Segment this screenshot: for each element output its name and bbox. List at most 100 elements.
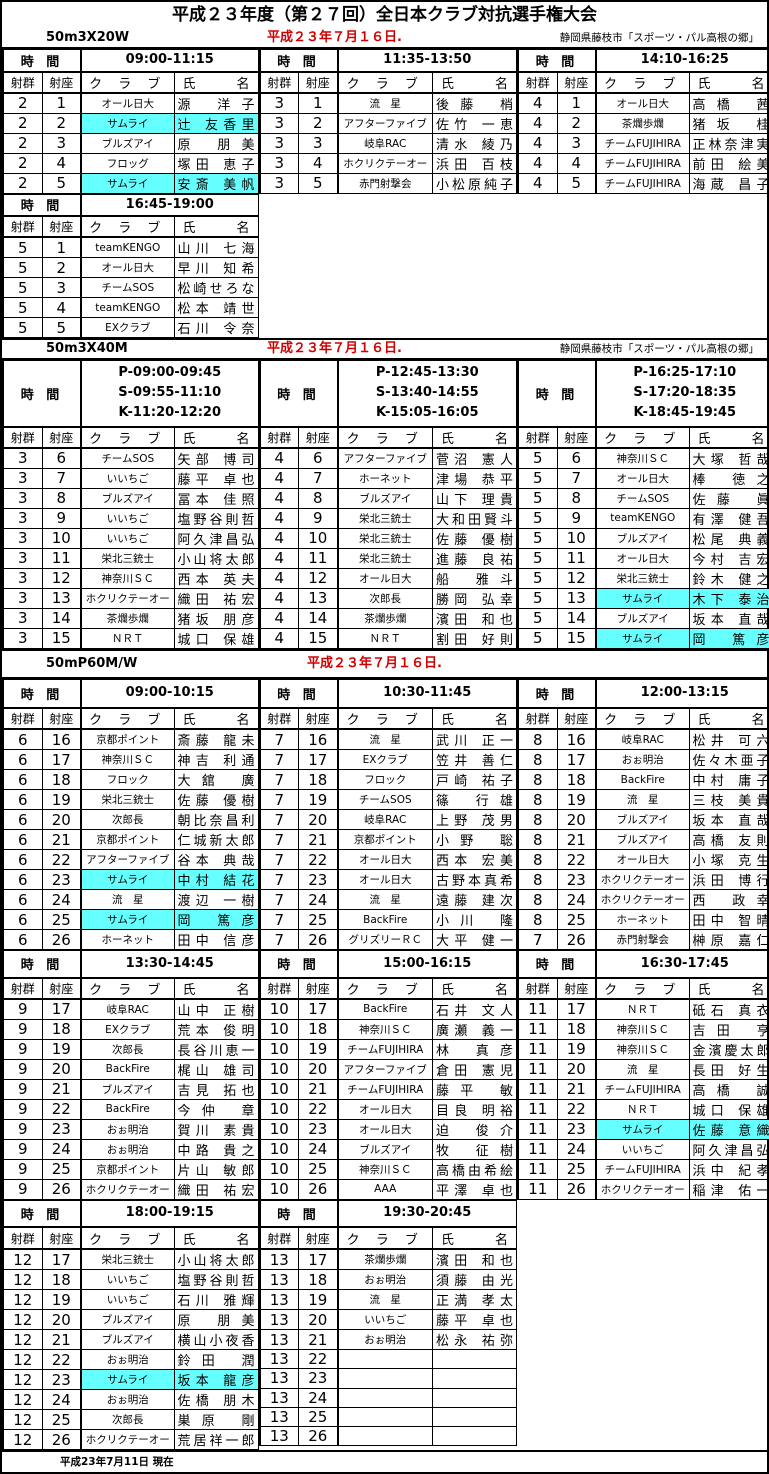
table-row: 13 23 <box>258 1368 517 1389</box>
table-row: 12 18 いいちご 塩野谷則哲 <box>2 1269 259 1290</box>
relay-number: 10 <box>258 1098 299 1120</box>
relay-group-table: 時 間 P-12:45-13:30 S-13:40-14:55 K-15:05-16:… <box>258 360 518 649</box>
club-name: 京都ポイント <box>80 829 175 850</box>
club-name <box>336 1348 433 1370</box>
shooter-name: 高橋 茜 <box>688 92 769 114</box>
relay-number: 4 <box>258 487 300 509</box>
table-row: 6 26 ホーネット 田中 信彦 <box>2 929 259 950</box>
shooter-name: 後藤 梢 <box>432 92 517 114</box>
time-label: 時 間 <box>258 950 338 979</box>
time-header-row: 時 間 16:30-17:45 <box>517 950 769 979</box>
relay-number: 8 <box>517 909 558 930</box>
relay-number: 6 <box>2 789 43 810</box>
shooter-name: 阿久津昌弘 <box>688 1138 769 1160</box>
seat-number: 3 <box>41 132 82 154</box>
relay-number: 5 <box>517 507 558 529</box>
relay-group-table: 時 間 15:00-16:15 射群 射座ク ラ ブ氏 名 10 17 BackFire 石井… <box>258 950 517 1200</box>
table-row: 11 19 神奈川ＳＣ 金濱慶太郎 <box>517 1038 769 1060</box>
relay-number: 13 <box>258 1289 299 1310</box>
seat-number: 21 <box>556 829 597 850</box>
column-header-row: 射群 射座ク ラ ブ氏 名 <box>2 71 259 94</box>
shooter-name: 進藤 良祐 <box>432 547 518 569</box>
shooter-name: 棒 徳之 <box>688 467 769 489</box>
seat-number: 26 <box>556 1178 597 1200</box>
relay-number: 13 <box>258 1426 299 1447</box>
club-name: アフターファイブ <box>336 447 434 469</box>
seat-number: 14 <box>556 607 597 629</box>
relay-number: 12 <box>2 1329 43 1350</box>
shooter-name: 石川 令奈 <box>173 317 259 338</box>
relay-number: 10 <box>258 1158 299 1180</box>
club-name: 次郎長 <box>80 809 175 830</box>
shooter-name: 上野 茂男 <box>432 809 517 830</box>
club-name: 流 星 <box>595 1058 690 1080</box>
shooter-name: 長谷川恵一 <box>173 1038 259 1060</box>
table-row: 6 23 サムライ 中村 結花 <box>2 869 259 890</box>
relay-number: 4 <box>258 567 300 589</box>
relay-number: 6 <box>2 929 43 950</box>
shooter-name: 城口 保雄 <box>688 1098 769 1120</box>
time-range: 15:00-16:15 <box>336 950 517 979</box>
seat-number: 19 <box>298 1289 338 1310</box>
seat-number: 7 <box>298 467 339 489</box>
table-row: 12 22 おぉ明治 鈴田 潤 <box>2 1349 259 1370</box>
table-row: 10 22 オール日大 目良 明裕 <box>258 1098 517 1120</box>
seat-number: 15 <box>298 627 339 649</box>
time-header-row: 時 間 P-09:00-09:45 S-09:55-11:10 K-11:20-12:… <box>2 360 259 428</box>
header-group: 射群 <box>258 977 299 1000</box>
time-label: 時 間 <box>517 678 597 709</box>
table-row: 3 4 ホクリクテーオー 浜田 百枝 <box>258 152 517 174</box>
seat-number: 17 <box>41 998 82 1020</box>
club-name: ホクリクテーオー <box>80 1178 175 1200</box>
header-club: ク ラ ブ <box>336 71 433 94</box>
relay-number: 8 <box>517 869 558 890</box>
shooter-name: 小塚 克生 <box>688 849 769 870</box>
club-name: 茶爛歩爛 <box>595 112 690 134</box>
shooter-name: 坂本 龍彦 <box>173 1369 259 1390</box>
seat-number: 22 <box>41 849 82 870</box>
club-name: 岐阜RAC <box>336 132 433 154</box>
relay-number: 3 <box>2 567 43 589</box>
relay-number: 5 <box>517 527 558 549</box>
seat-number: 22 <box>298 1348 338 1370</box>
relay-number: 9 <box>2 1118 43 1140</box>
seat-number: 12 <box>41 567 82 589</box>
relay-number: 13 <box>258 1348 299 1370</box>
header-club: ク ラ ブ <box>595 977 690 1000</box>
relay-number: 11 <box>517 998 558 1020</box>
header-name: 氏 名 <box>432 1226 517 1250</box>
relay-number: 9 <box>2 1038 43 1060</box>
relay-number: 2 <box>2 112 43 134</box>
header-club: ク ラ ブ <box>80 215 175 238</box>
seat-number: 14 <box>41 607 82 629</box>
shooter-name: 石川 雅輝 <box>173 1289 259 1310</box>
shooter-name: 松永 祐弥 <box>432 1329 517 1350</box>
club-name: BackFire <box>80 1058 175 1080</box>
table-row: 8 22 オール日大 小塚 克生 <box>517 849 769 870</box>
shooter-name: 正満 孝太 <box>432 1289 517 1310</box>
relay-number: 11 <box>517 1078 558 1100</box>
time-header-row: 時 間 12:00-13:15 <box>517 678 769 709</box>
club-name: サムライ <box>80 1369 175 1390</box>
relay-number: 3 <box>2 527 43 549</box>
table-row: 9 25 京都ポイント 片山 敏郎 <box>2 1158 259 1180</box>
shooter-name: 仁城新太郎 <box>173 829 259 850</box>
club-name: 流 星 <box>336 1289 433 1310</box>
header-club: ク ラ ブ <box>336 1226 433 1250</box>
footer-date: 平成23年7月11日 現在 <box>2 1450 767 1472</box>
club-name: 栄北三銃士 <box>595 567 690 589</box>
club-name: ブルズアイ <box>595 607 690 629</box>
seat-number: 24 <box>298 889 338 910</box>
relay-number: 2 <box>2 132 43 154</box>
relay-number: 6 <box>2 809 43 830</box>
shooter-name: 山下 理貴 <box>432 487 518 509</box>
relay-number: 8 <box>517 889 558 910</box>
shooter-name: 辻 友香里 <box>173 112 259 134</box>
shooter-name: 松尾 典義 <box>688 527 769 549</box>
relay-number: 6 <box>2 728 43 750</box>
shooter-name: 松井 可六 <box>688 728 769 750</box>
table-row: 4 12 オール日大船 雅斗 <box>258 567 518 589</box>
relay-number: 12 <box>2 1409 43 1430</box>
relay-number: 4 <box>517 172 558 194</box>
club-name: 栄北三銃士 <box>336 527 434 549</box>
